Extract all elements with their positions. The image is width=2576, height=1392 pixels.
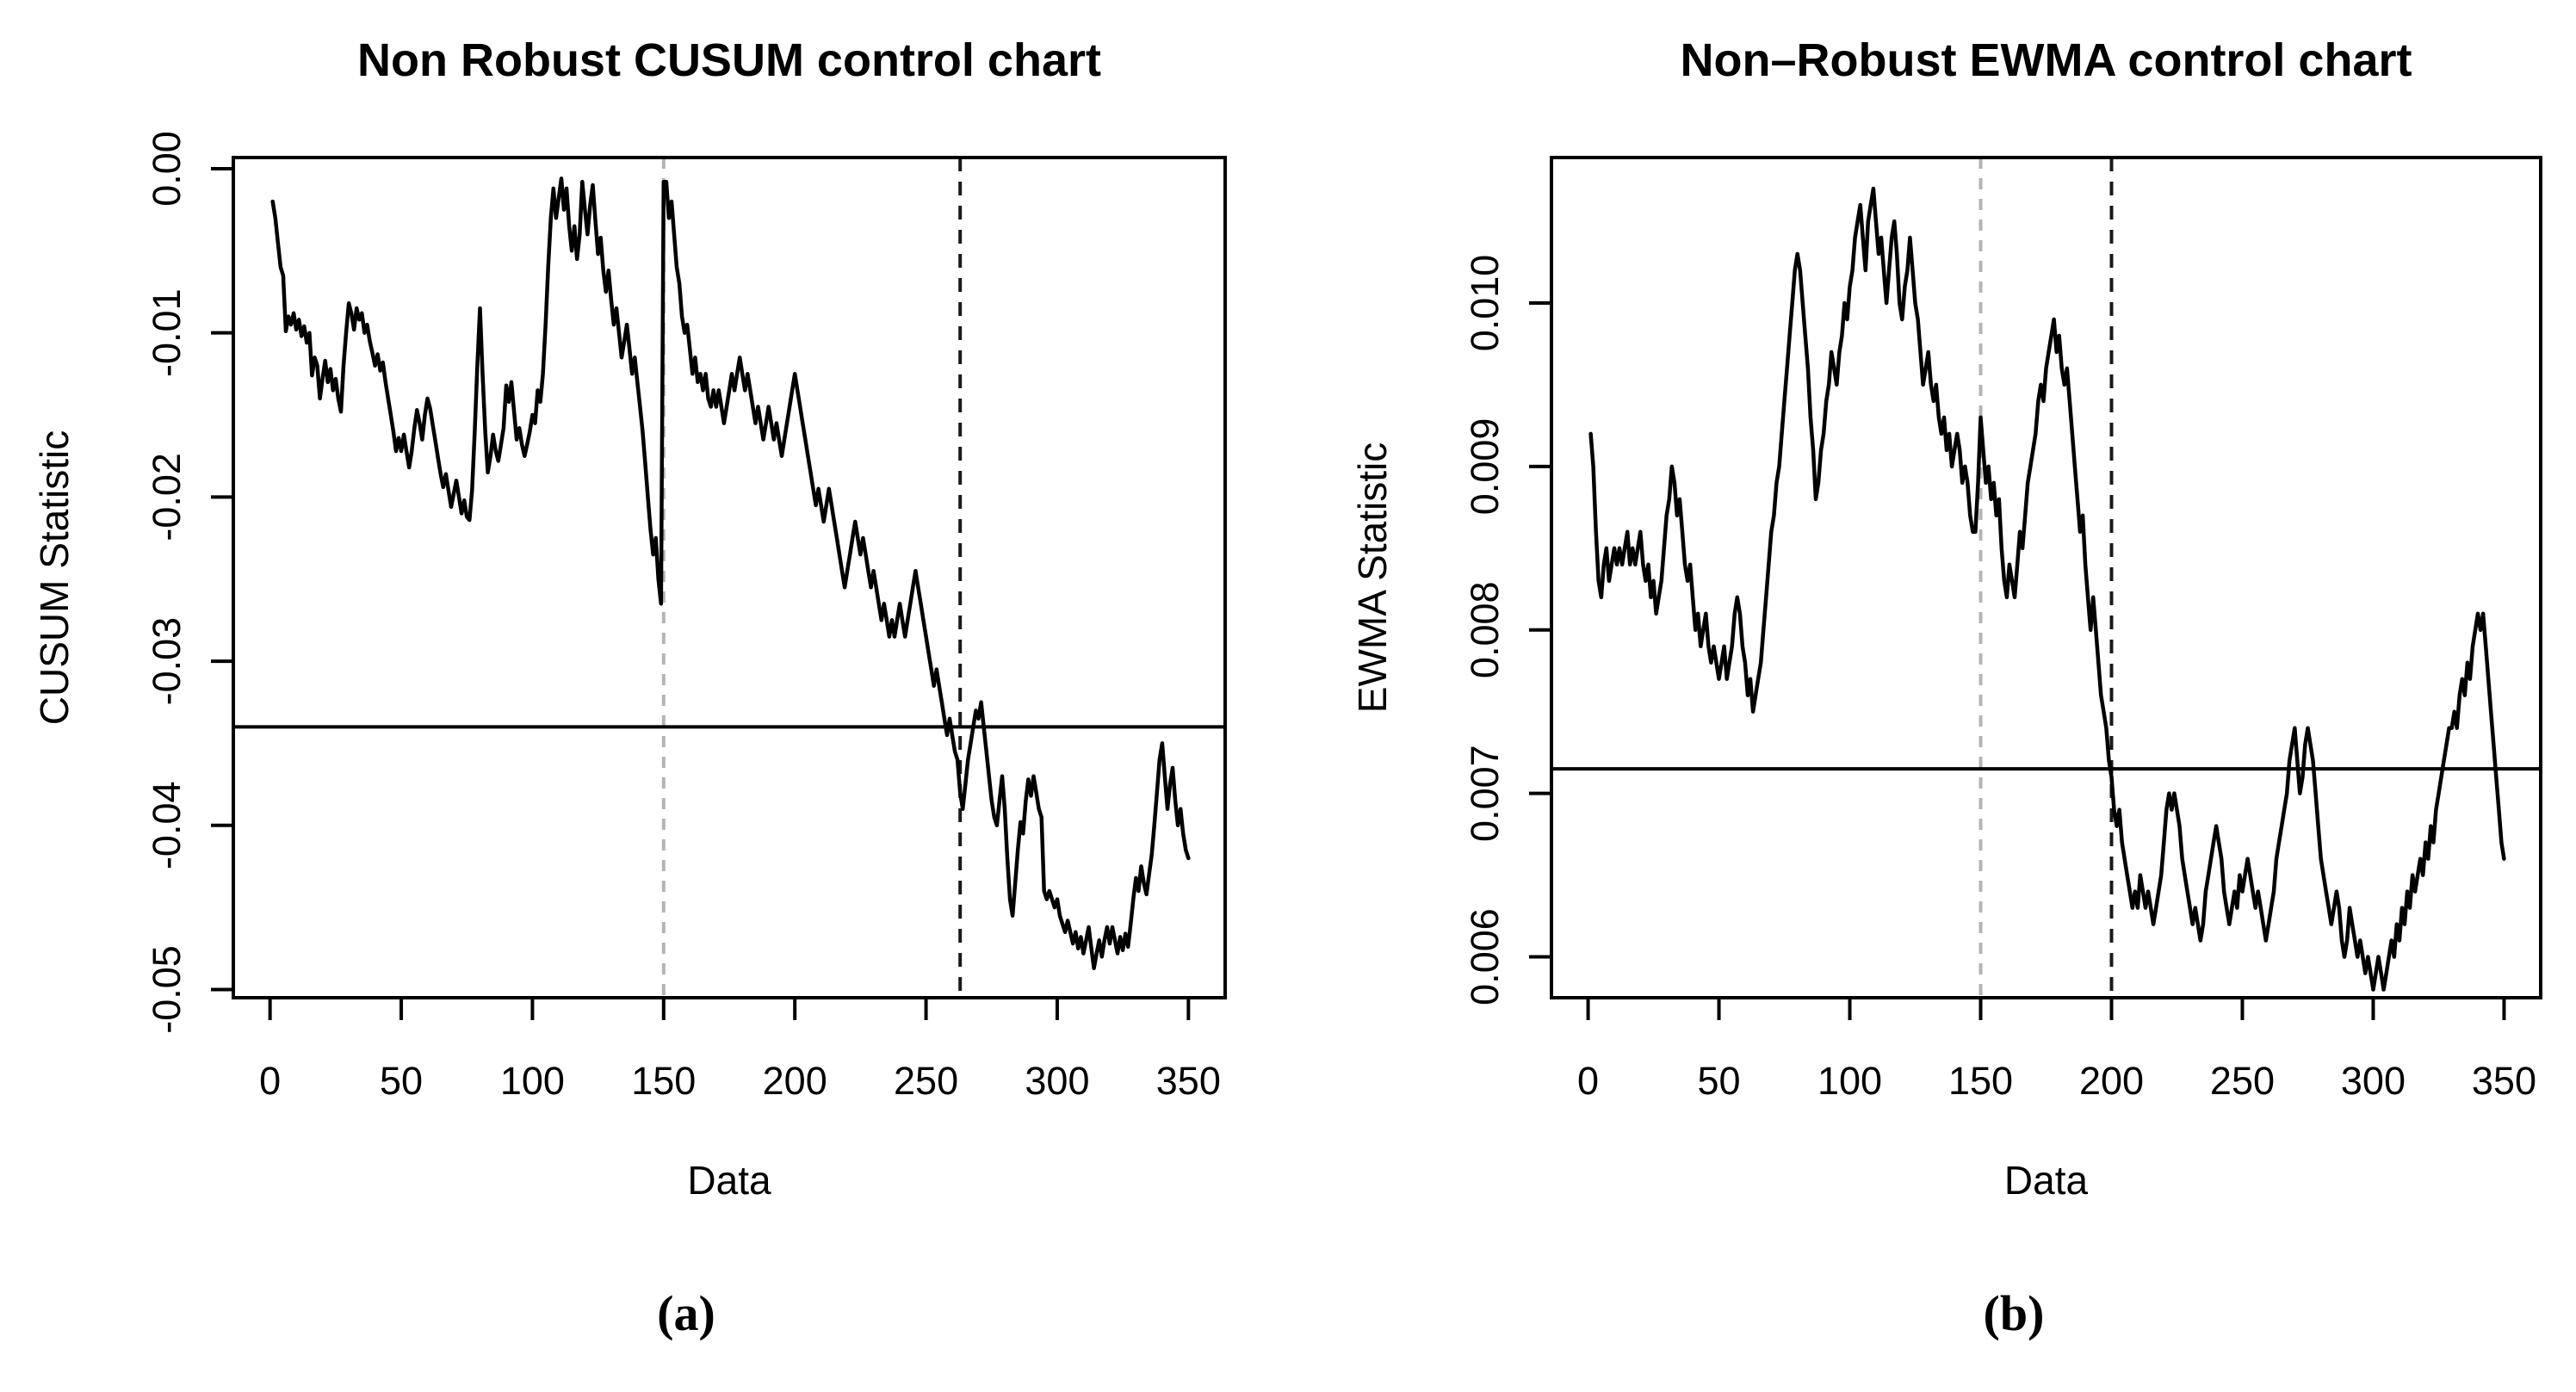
y-tick-label: 0.006	[1463, 908, 1507, 1005]
y-tick-label: -0.04	[145, 781, 189, 869]
y-tick-label: -0.05	[145, 945, 189, 1034]
x-tick-label: 250	[894, 1059, 958, 1103]
chart-title: Non–Robust EWMA control chart	[1681, 34, 2412, 86]
x-tick-label: 350	[2472, 1059, 2536, 1103]
caption-a: (a)	[657, 1285, 715, 1341]
ewma-plot-frame	[1550, 156, 2542, 999]
x-tick-label: 0	[259, 1059, 281, 1103]
y-tick-label: 0.010	[1463, 255, 1507, 352]
x-axis-label: Data	[687, 1158, 771, 1203]
y-axis-label: EWMA Statistic	[1350, 442, 1395, 713]
y-axis-label: CUSUM Statistic	[32, 430, 77, 725]
cusum-chart: 0 50 100 150 200 250 300 350 0.00 -0.01 -0.02 -0.03…	[32, 34, 1227, 1203]
chart-title: Non Robust CUSUM control chart	[357, 34, 1101, 86]
cusum-series-line	[270, 176, 1191, 970]
x-tick-label: 50	[1698, 1059, 1741, 1103]
x-axis-label: Data	[2004, 1158, 2089, 1203]
x-tick-label: 50	[380, 1059, 423, 1103]
y-tick-label: 0.008	[1463, 581, 1507, 678]
x-tick-label: 0	[1577, 1059, 1599, 1103]
x-tick-label: 250	[2210, 1059, 2275, 1103]
x-tick-label: 100	[500, 1059, 565, 1103]
x-tick-label: 350	[1156, 1059, 1221, 1103]
x-tick-label: 100	[1817, 1059, 1882, 1103]
y-tick-label: 0.009	[1463, 418, 1507, 516]
panel-cusum: 0 50 100 150 200 250 300 350 0.00 -0.01 -0.02 -0.03…	[0, 0, 1288, 1257]
x-tick-label: 200	[2079, 1059, 2144, 1103]
panel-ewma: 0 50 100 150 200 250 300 350 0.006 0.007 0.008 0.00…	[1288, 0, 2576, 1257]
x-tick-label: 150	[1948, 1059, 2013, 1103]
cusum-plot-frame	[232, 156, 1227, 999]
x-tick-label: 300	[1025, 1059, 1089, 1103]
y-tick-label: -0.03	[145, 617, 189, 706]
x-tick-label: 300	[2341, 1059, 2406, 1103]
y-tick-label: -0.01	[145, 288, 189, 377]
caption-b: (b)	[1983, 1285, 2045, 1341]
ewma-series-line	[1588, 186, 2506, 992]
y-tick-label: 0.007	[1463, 745, 1507, 842]
ewma-chart: 0 50 100 150 200 250 300 350 0.006 0.007 0.008 0.00…	[1350, 34, 2542, 1203]
x-tick-label: 200	[763, 1059, 827, 1103]
y-tick-label: 0.00	[145, 131, 189, 207]
y-tick-label: -0.02	[145, 453, 189, 541]
x-tick-label: 150	[631, 1059, 696, 1103]
